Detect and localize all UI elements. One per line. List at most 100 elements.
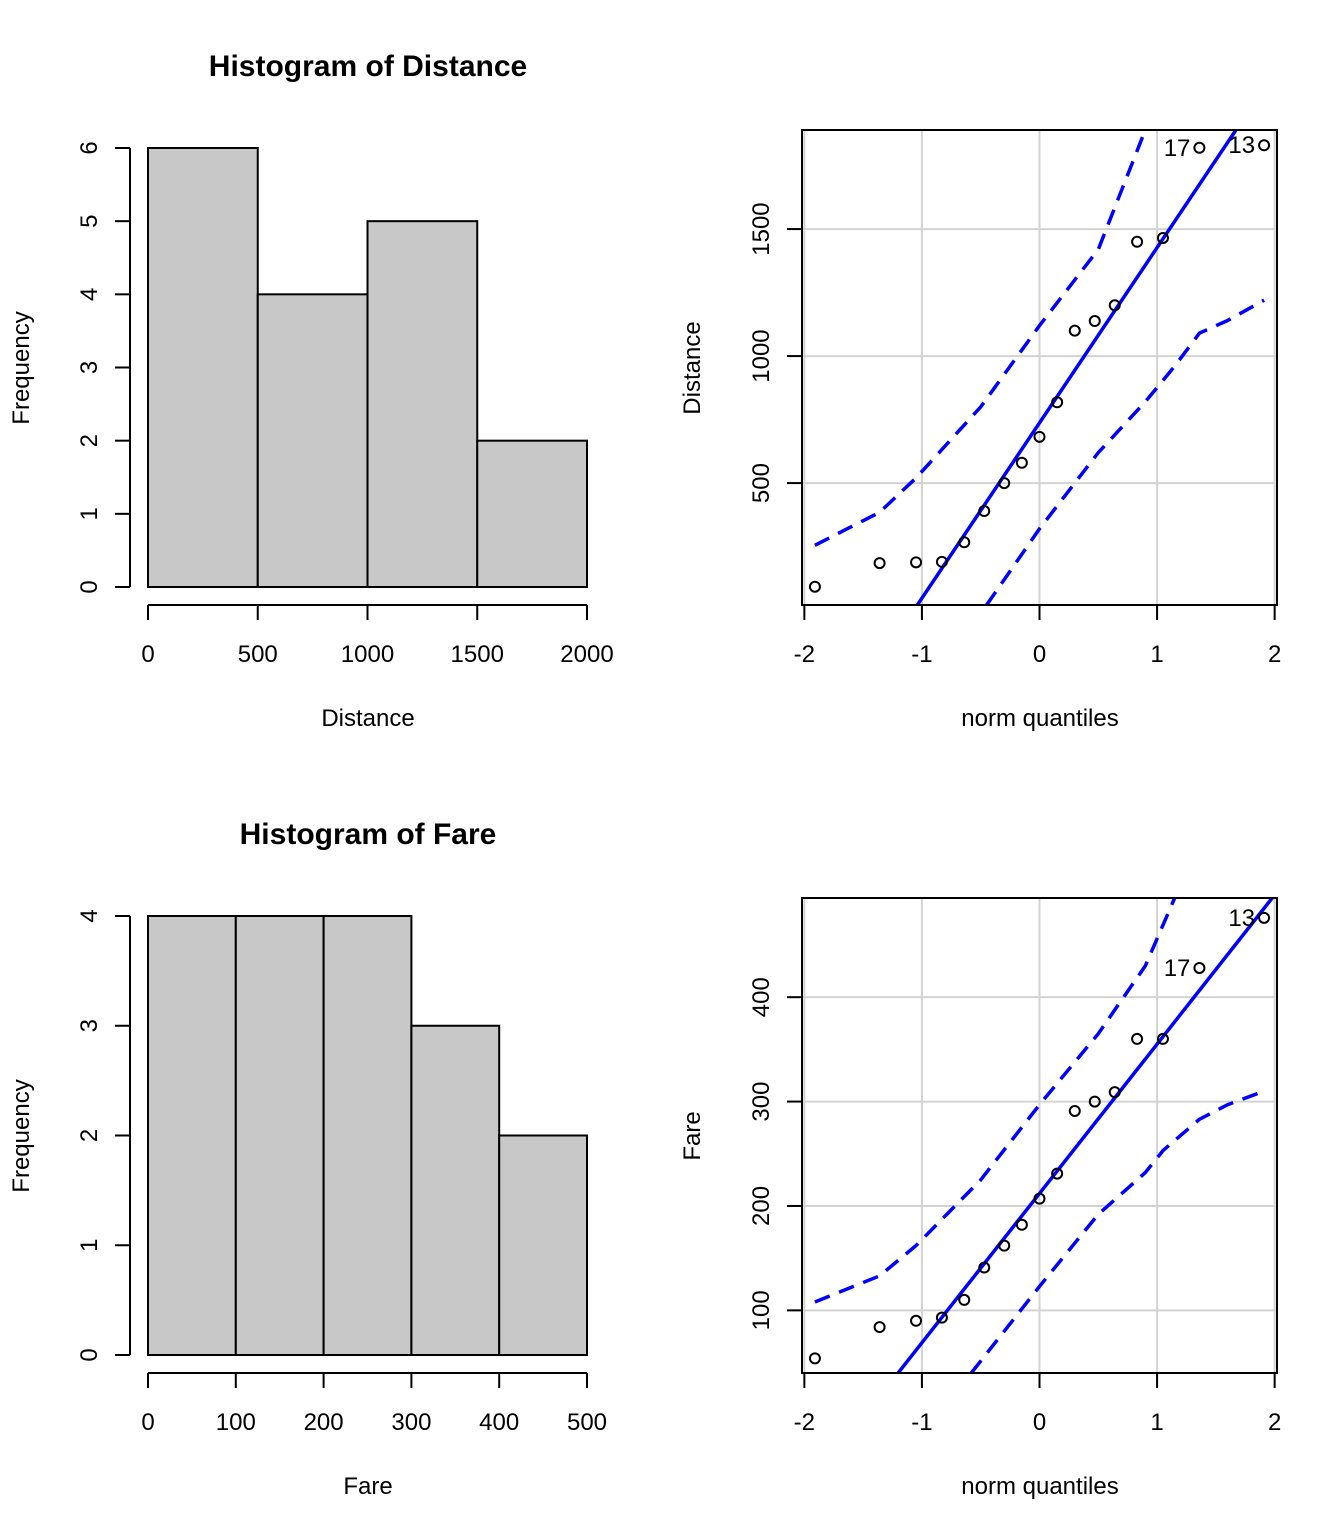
qq-point	[935, 555, 948, 568]
y-tick-label: 2	[76, 434, 103, 447]
histogram-bar	[366, 220, 479, 589]
qq-point	[1258, 911, 1271, 924]
histogram-bars	[147, 147, 588, 589]
y-tick-label: 3	[76, 1019, 103, 1032]
qq-point	[1051, 396, 1064, 409]
x-tick-label: 1500	[451, 641, 504, 668]
qq-point	[958, 1293, 971, 1306]
x-axis: 0 500 1000 1500 2000	[141, 604, 614, 668]
y-tick-label: 1500	[748, 202, 775, 255]
qq-point	[978, 505, 991, 518]
x-tick-label: -1	[911, 1409, 932, 1436]
chart-title: Histogram of Distance	[209, 50, 527, 83]
y-axis: 100 200 300 400	[748, 977, 802, 1330]
reference-and-envelope-lines	[814, 130, 1265, 605]
y-tick-label: 0	[76, 580, 103, 593]
qq-point	[978, 1261, 991, 1274]
envelope-lower-line	[985, 298, 1265, 605]
x-tick-label: 1	[1150, 1409, 1163, 1436]
x-tick-label: 1000	[341, 641, 394, 668]
x-tick-label: 2	[1268, 641, 1281, 668]
qq-point	[1088, 315, 1101, 328]
qq-point	[873, 1321, 886, 1334]
grid-lines	[802, 898, 1277, 1373]
qq-point	[1088, 1095, 1101, 1108]
x-axis: -2 -1 0 1 2	[794, 1372, 1281, 1436]
histogram-bar	[410, 1024, 501, 1356]
y-tick-label: 1	[76, 507, 103, 520]
grid-lines	[802, 130, 1277, 605]
histogram-bar	[147, 147, 259, 588]
y-tick-label: 2	[76, 1129, 103, 1142]
qq-point	[1108, 1086, 1121, 1099]
qq-point	[1258, 139, 1271, 152]
y-tick-label: 200	[748, 1186, 775, 1226]
x-axis: -2 -1 0 1 2	[794, 604, 1281, 668]
histogram-bar	[476, 439, 588, 588]
plot-frame	[801, 897, 1278, 1374]
x-tick-label: 0	[1033, 641, 1046, 668]
x-tick-label: -2	[794, 1409, 815, 1436]
qq-point	[910, 556, 923, 569]
histogram-fare-panel: Histogram of Fare Fare Frequency 0 100 200…	[8, 818, 607, 1500]
qq-point	[808, 1352, 821, 1365]
y-axis: 0 1 2 3 4 5 6	[76, 141, 131, 594]
envelope-upper-line	[814, 130, 1147, 547]
x-tick-label: 2000	[560, 641, 613, 668]
point-label: 17	[1164, 135, 1191, 162]
y-axis: 0 1 2 3 4	[76, 909, 131, 1362]
y-axis-label: Fare	[679, 1111, 706, 1160]
qq-point	[1033, 430, 1046, 443]
qq-point	[1068, 1104, 1081, 1117]
y-axis-label: Frequency	[8, 311, 35, 424]
qq-point	[873, 557, 886, 570]
x-tick-label: 0	[141, 1409, 154, 1436]
histogram-bar	[498, 1134, 589, 1356]
x-tick-label: 500	[567, 1409, 607, 1436]
chart-title: Histogram of Fare	[240, 818, 497, 851]
x-tick-label: -1	[911, 641, 932, 668]
histogram-bar	[147, 915, 237, 1356]
y-tick-label: 4	[76, 909, 103, 922]
qq-point	[1033, 1192, 1046, 1205]
histogram-bar	[256, 293, 369, 588]
y-axis-label: Distance	[679, 321, 706, 414]
histogram-bar	[322, 915, 413, 1356]
qq-point	[1156, 231, 1169, 244]
x-tick-label: 0	[141, 641, 154, 668]
x-tick-label: 2	[1268, 1409, 1281, 1436]
y-tick-label: 400	[748, 977, 775, 1017]
envelope-upper-line	[814, 898, 1177, 1304]
y-tick-label: 100	[748, 1290, 775, 1330]
qq-point	[935, 1311, 948, 1324]
y-tick-label: 4	[76, 288, 103, 301]
x-tick-label: 200	[304, 1409, 344, 1436]
y-tick-label: 6	[76, 141, 103, 154]
y-tick-label: 300	[748, 1082, 775, 1122]
y-axis-label: Frequency	[8, 1079, 35, 1192]
qq-point	[1156, 1032, 1169, 1045]
point-label: 13	[1228, 905, 1255, 932]
qq-point	[998, 477, 1011, 490]
plot-frame	[801, 129, 1278, 606]
qq-point	[1193, 961, 1206, 974]
histogram-bars	[147, 915, 589, 1356]
x-tick-label: -2	[794, 641, 815, 668]
x-axis-label: Fare	[343, 1473, 392, 1500]
x-tick-label: 400	[479, 1409, 519, 1436]
x-tick-label: 100	[216, 1409, 256, 1436]
qq-point	[1015, 1218, 1028, 1231]
qq-point	[998, 1239, 1011, 1252]
x-tick-label: 300	[391, 1409, 431, 1436]
qq-point	[958, 536, 971, 549]
point-label: 17	[1164, 955, 1191, 982]
qq-point	[1015, 456, 1028, 469]
qq-point	[910, 1314, 923, 1327]
y-tick-label: 3	[76, 361, 103, 374]
qq-point	[1131, 1032, 1144, 1045]
envelope-lower-line	[969, 1089, 1265, 1373]
